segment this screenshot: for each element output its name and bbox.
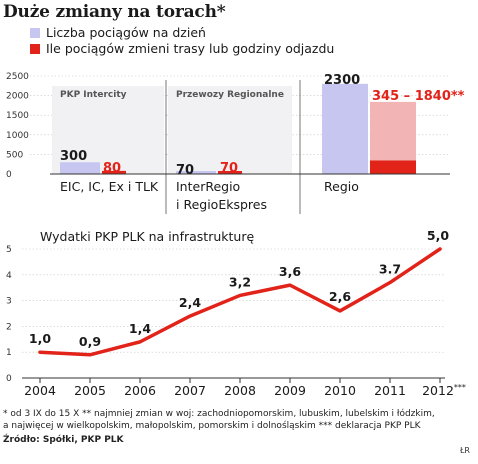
bar-changed-range-lower: [370, 160, 416, 174]
footnote-line-2: a najwięcej w wielkopolskim, małopolskim…: [3, 421, 421, 431]
bar-y-tick-label: 2000: [6, 92, 29, 102]
author-credit: ŁR: [459, 446, 470, 455]
bar-trains-per-day: [60, 162, 100, 174]
line-x-tick-label: 2008: [224, 383, 256, 398]
bar-category-label: EIC, IC, Ex i TLK: [60, 179, 159, 194]
bar-value-label: 300: [60, 149, 87, 164]
bar-changed-value-label: 345 – 1840**: [372, 89, 465, 104]
group-band-regionalne: [168, 86, 292, 174]
bar-changed-value-label: 70: [220, 161, 238, 176]
bar-trains-per-day: [322, 83, 368, 174]
line-chart-title: Wydatki PKP PLK na infrastrukturę: [40, 229, 254, 244]
line-x-tick-label: 2011: [374, 383, 406, 398]
line-y-tick-label: 3: [6, 297, 12, 307]
line-y-tick-label: 4: [6, 271, 12, 281]
bar-changed: [218, 171, 242, 174]
legend-swatch-trains-per-day: [30, 28, 40, 38]
bar-y-tick-label: 1000: [6, 131, 29, 141]
line-y-tick-label: 2: [6, 322, 12, 332]
line-point-label: 2,6: [329, 289, 351, 304]
bar-y-tick-label: 2500: [6, 72, 29, 82]
line-series-spending: [38, 247, 442, 357]
line-x-tick-label: 2007: [174, 383, 206, 398]
line-x-tick-label: 2009: [274, 383, 306, 398]
bar-y-tick-label: 0: [6, 170, 12, 180]
bar-value-label: 70: [176, 163, 194, 178]
line-point-label: 3,2: [229, 274, 251, 289]
line-x-tick-label: 2005: [74, 383, 106, 398]
bar-category-label: Regio: [324, 179, 359, 194]
legend-swatch-changed-trains: [30, 44, 40, 54]
line-point-label: 3.7: [379, 262, 401, 277]
bar-value-label: 2300: [324, 73, 360, 88]
line-y-tick-label: 1: [6, 348, 12, 358]
line-y-tick-label: 5: [6, 245, 12, 255]
bar-y-tick-label: 500: [6, 150, 23, 160]
footnote-line-1: * od 3 IX do 15 X ** najmniej zmian w wo…: [3, 409, 435, 419]
legend-label-trains-per-day: Liczba pociągów na dzień: [46, 25, 206, 40]
chart-title: Duże zmiany na torach*: [3, 2, 226, 22]
line-point-label: 5,0: [427, 228, 449, 243]
line-point-label: 0,9: [79, 334, 101, 349]
line-point-label: 2,4: [179, 295, 201, 310]
legend-label-changed-trains: Ile pociągów zmieni trasy lub godziny od…: [46, 41, 335, 56]
line-x-tick-label: 2012***: [422, 383, 466, 398]
group-header-label: PKP Intercity: [60, 90, 127, 100]
bar-trains-per-day: [176, 171, 216, 174]
line-y-tick-label: 0: [6, 374, 12, 384]
group-band-intercity: [52, 86, 164, 174]
group-header-label: Przewozy Regionalne: [176, 90, 284, 100]
line-point-label: 1,0: [29, 331, 51, 346]
legend-item-trains-per-day: Liczba pociągów na dzień: [30, 25, 206, 40]
line-x-tick-label: 2004: [24, 383, 56, 398]
legend-item-changed-trains: Ile pociągów zmieni trasy lub godziny od…: [30, 41, 334, 56]
line-x-tick-label: 2010: [324, 383, 356, 398]
bar-y-tick-label: 1500: [6, 111, 29, 121]
bar-changed: [102, 170, 126, 174]
bar-changed-value-label: 80: [103, 161, 121, 176]
line-point-label: 3,6: [279, 264, 301, 279]
line-point-label: 1,4: [129, 321, 151, 336]
line-x-tick-year: 2012: [422, 383, 454, 398]
source-note: Źródło: Spółki, PKP PLK: [3, 435, 124, 445]
line-x-tick-label: 2006: [124, 383, 156, 398]
line-x-tick-footnote-mark: ***: [454, 383, 466, 392]
bar-category-label: i RegioEkspres: [176, 197, 267, 212]
bar-category-label: InterRegio: [176, 179, 240, 194]
